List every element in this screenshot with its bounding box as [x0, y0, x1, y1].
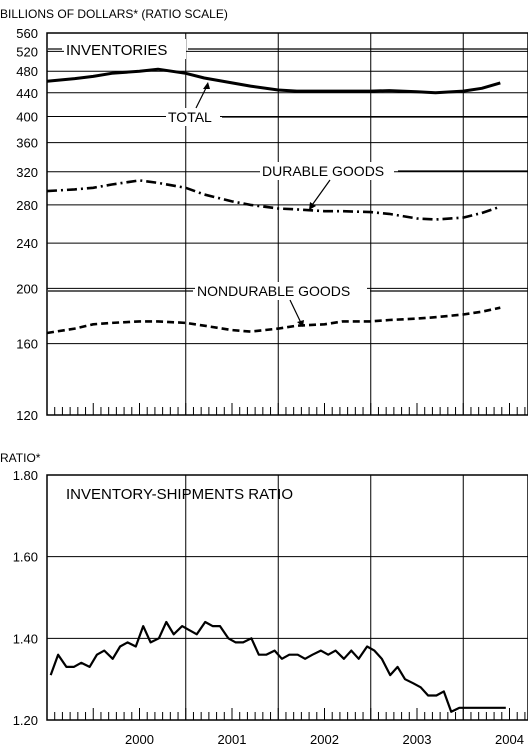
- series-line-2: [46, 306, 501, 335]
- top-y-tick-labels: 120 160 200 240 280 320 360 400 440 480 520 560: [16, 26, 38, 423]
- top-y-tick-label: 160: [16, 337, 38, 352]
- top-y-axis-title: BILLIONS OF DOLLARS* (RATIO SCALE): [0, 7, 228, 21]
- label-durable-goods: DURABLE GOODS: [262, 163, 384, 179]
- bottom-y-axis-title: RATIO*: [0, 451, 41, 465]
- top-y-tick-label: 520: [16, 44, 38, 59]
- series-line-1: [46, 179, 501, 221]
- x-axis-year-labels: 2000 2001 2002 2003 2004: [125, 732, 524, 747]
- ratio-panel: RATIO* 1.20 1.40 1.60 1.80 INVENTORY-SHIPME…: [0, 451, 528, 747]
- label-inventories: INVENTORIES: [66, 42, 167, 59]
- label-total: TOTAL: [168, 109, 212, 125]
- legend-nondurable: NONDURABLE GOODS: [48, 282, 528, 327]
- top-y-tick-label: 560: [16, 26, 38, 41]
- top-y-tick-label: 360: [16, 136, 38, 151]
- label-nondurable-goods: NONDURABLE GOODS: [197, 283, 350, 299]
- legend-total: TOTAL: [166, 82, 528, 126]
- top-y-tick-label: 400: [16, 109, 38, 124]
- arrow-nondurable: [289, 299, 303, 326]
- top-y-tick-label: 240: [16, 236, 38, 251]
- bottom-gridlines: [47, 475, 528, 720]
- label-inventory-shipments-ratio: INVENTORY-SHIPMENTS RATIO: [66, 486, 293, 503]
- x-year-label: 2004: [495, 732, 524, 747]
- x-year-label: 2000: [125, 732, 154, 747]
- arrowhead-durable: [309, 202, 316, 210]
- top-y-tick-label: 480: [16, 64, 38, 79]
- top-y-tick-label: 120: [16, 408, 38, 423]
- series-line-0: [46, 67, 501, 95]
- bottom-y-tick-label: 1.60: [13, 550, 38, 565]
- top-x-minor-ticks: [46, 403, 526, 415]
- arrowhead-nondurable: [297, 320, 304, 327]
- x-year-label: 2001: [218, 732, 247, 747]
- ratio-series-line-0: [49, 620, 506, 713]
- legend-inventories: INVENTORIES: [48, 39, 528, 59]
- x-year-label: 2003: [403, 732, 432, 747]
- bottom-y-tick-label: 1.20: [13, 713, 38, 728]
- inventories-panel: BILLIONS OF DOLLARS* (RATIO SCALE) 120 16…: [0, 7, 528, 423]
- x-year-label: 2002: [310, 732, 339, 747]
- top-y-tick-label: 280: [16, 198, 38, 213]
- bottom-y-tick-label: 1.40: [13, 631, 38, 646]
- top-series-lines: [46, 67, 501, 335]
- legend-durable: DURABLE GOODS: [260, 162, 528, 210]
- top-plot-frame: [46, 32, 528, 416]
- arrowhead-total: [203, 82, 210, 89]
- bottom-y-tick-labels: 1.20 1.40 1.60 1.80: [13, 468, 38, 728]
- bottom-x-minor-ticks: [46, 708, 526, 720]
- bottom-series-lines: [49, 620, 506, 713]
- top-y-tick-label: 440: [16, 86, 38, 101]
- arrow-durable: [309, 179, 331, 209]
- top-y-tick-label: 320: [16, 165, 38, 180]
- top-y-tick-label: 200: [16, 281, 38, 296]
- bottom-y-tick-label: 1.80: [13, 468, 38, 483]
- bottom-plot-frame: [46, 474, 528, 721]
